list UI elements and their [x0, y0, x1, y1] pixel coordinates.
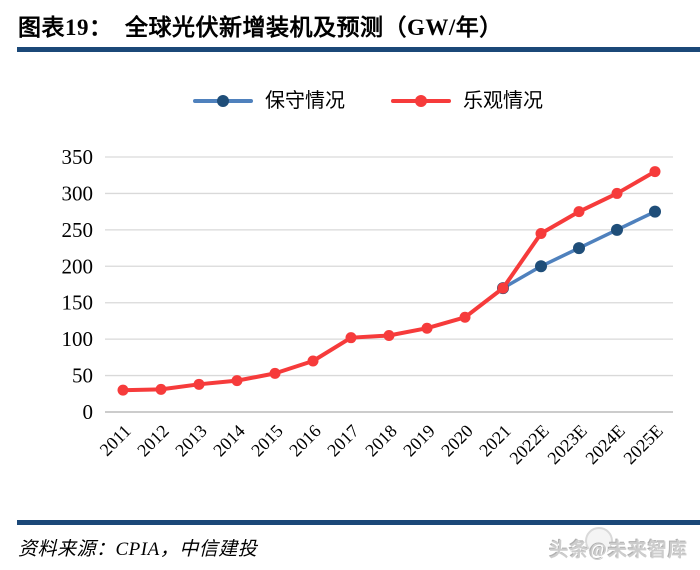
line-chart: 0501001502002503003502011201220132014201… — [62, 145, 673, 468]
y-tick-label: 300 — [62, 181, 94, 205]
data-point-optimistic — [269, 367, 281, 379]
data-point-optimistic — [231, 375, 243, 387]
data-point-optimistic — [497, 282, 509, 294]
x-tick-label: 2020 — [437, 421, 477, 461]
x-tick-label: 2019 — [399, 421, 439, 461]
footer-divider-rule — [17, 520, 700, 525]
legend-item-conservative: 保守情况 — [193, 91, 345, 111]
data-point-optimistic — [649, 166, 661, 178]
y-tick-label: 250 — [62, 218, 94, 242]
data-point-optimistic — [421, 322, 433, 334]
data-point-optimistic — [193, 378, 205, 390]
x-tick-label: 2014 — [209, 421, 249, 461]
optimistic-line-swatch — [391, 95, 451, 107]
figure-title: 图表19： 全球光伏新增装机及预测（GW/年） — [18, 15, 503, 40]
data-point-optimistic — [155, 383, 167, 395]
data-point-optimistic — [307, 355, 319, 367]
watermark-text: 头条@未来智库 — [549, 540, 688, 561]
chart-legend: 保守情况 乐观情况 — [0, 86, 700, 116]
data-point-optimistic — [383, 330, 395, 341]
y-tick-label: 150 — [62, 291, 94, 315]
watermark-logo-circle — [585, 527, 613, 555]
x-tick-label: 2025E — [619, 421, 666, 468]
data-point-conservative — [611, 223, 623, 236]
x-tick-label: 2018 — [361, 421, 401, 461]
x-tick-label: 2023E — [543, 421, 590, 468]
x-tick-label: 2015 — [247, 421, 287, 461]
legend-item-optimistic: 乐观情况 — [391, 91, 543, 111]
y-tick-label: 350 — [62, 145, 94, 169]
x-tick-label: 2011 — [96, 421, 135, 460]
optimistic-marker-dot — [415, 95, 427, 107]
series-line-optimistic — [121, 169, 657, 393]
data-point-conservative — [649, 205, 661, 218]
data-point-conservative — [535, 260, 547, 273]
source-note: 资料来源：CPIA，中信建投 — [18, 539, 258, 560]
x-tick-label: 2024E — [581, 421, 628, 468]
data-point-conservative — [573, 242, 585, 255]
x-tick-label: 2022E — [505, 421, 552, 468]
legend-label-conservative: 保守情况 — [265, 90, 345, 112]
x-tick-label: 2016 — [285, 421, 325, 461]
data-point-optimistic — [117, 384, 129, 396]
title-divider-rule — [17, 47, 700, 52]
x-tick-label: 2013 — [171, 421, 211, 461]
y-tick-label: 0 — [83, 400, 94, 424]
data-point-optimistic — [573, 206, 585, 218]
conservative-line-swatch — [193, 95, 253, 107]
x-tick-label: 2017 — [323, 421, 363, 461]
legend-label-optimistic: 乐观情况 — [463, 90, 543, 112]
data-point-optimistic — [535, 228, 547, 239]
data-point-optimistic — [459, 311, 471, 323]
conservative-marker-dot — [217, 95, 229, 107]
data-point-optimistic — [345, 332, 357, 344]
y-tick-label: 200 — [62, 254, 94, 278]
x-tick-label: 2012 — [133, 421, 173, 461]
y-tick-label: 50 — [72, 364, 93, 388]
y-tick-label: 100 — [62, 327, 94, 351]
data-point-optimistic — [611, 187, 623, 199]
